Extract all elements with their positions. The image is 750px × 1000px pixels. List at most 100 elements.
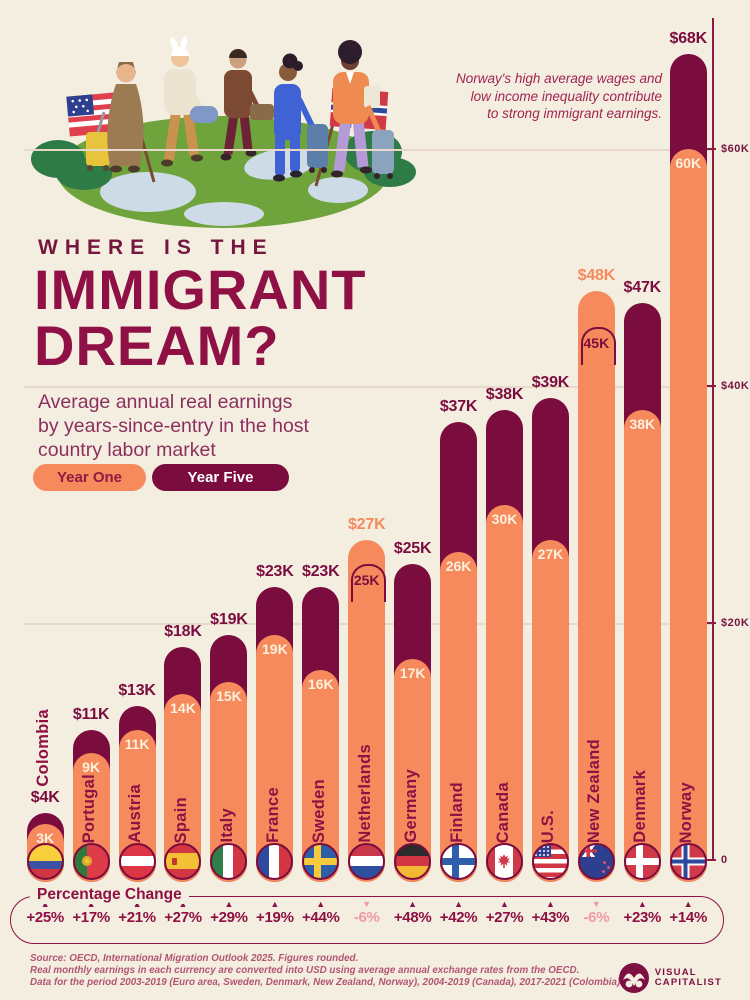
flag-france-icon [256, 843, 294, 880]
bar-top-label: $18K [164, 622, 202, 640]
pct-change-cell: ▲ +44% [298, 899, 344, 927]
person-orange [331, 40, 394, 179]
year-one-value: 38K [629, 415, 656, 432]
year-one-value: 17K [399, 664, 426, 681]
axis-tick-label: 0 [721, 854, 728, 866]
up-triangle-icon: ▲ [545, 899, 555, 909]
bar-top-label: $13K [118, 681, 156, 699]
gridline [24, 386, 712, 388]
bar-top-label: $11K [72, 705, 110, 723]
bar-year-one [531, 540, 569, 882]
flag-nz-icon [577, 843, 615, 880]
pct-change-cell: ▲ +21% [114, 899, 160, 927]
flag-netherlands-icon [348, 843, 386, 880]
up-triangle-icon: ▲ [316, 899, 326, 909]
flag-canada-icon [486, 843, 523, 880]
person-blue [273, 53, 328, 182]
pct-change-cell: ▲ +17% [68, 900, 114, 927]
flag-colombia-icon [26, 843, 64, 880]
pct-change-value: +48% [393, 909, 432, 926]
percentage-change-box [10, 896, 724, 944]
bar-year-one [577, 291, 615, 882]
year-one-value: 60K [675, 155, 702, 171]
up-triangle-icon: ▲ [40, 899, 50, 909]
up-triangle-icon: ▲ [270, 899, 280, 909]
pct-change-cell: ▲ +29% [206, 900, 252, 927]
flag-norway-icon [669, 843, 707, 880]
bar-year-one [669, 149, 707, 882]
year-one-value: 15K [216, 688, 242, 705]
country-label-italy: Italy [217, 808, 236, 843]
year-one-value: 3K [36, 830, 55, 847]
page-title-line2: DREAM? [34, 314, 280, 377]
bar-year-one [623, 409, 661, 882]
visual-capitalist-logo: VISUAL CAPITALIST [618, 962, 722, 994]
flag-finland-icon [440, 843, 478, 880]
country-label-netherlands: Netherlands [355, 744, 374, 843]
pct-change-value: -6% [353, 909, 380, 926]
up-triangle-icon: ▲ [454, 899, 464, 909]
flag-germany-icon [394, 843, 432, 880]
pct-change-value: +27% [485, 909, 524, 926]
year-one-value: 19K [262, 640, 288, 657]
down-triangle-icon: ▼ [362, 899, 372, 909]
flag-italy-icon [210, 843, 248, 880]
country-label-newzealand: New Zealand [585, 738, 604, 843]
pct-change-cell: ▲ +27% [160, 899, 206, 927]
pct-change-value: +42% [439, 909, 478, 926]
flag-us-icon [531, 843, 569, 880]
axis-tick [706, 859, 716, 861]
pct-change-cell: ▲ +14% [665, 900, 711, 927]
year-five-outline [580, 326, 616, 365]
up-triangle-icon: ▲ [637, 899, 647, 909]
bar-top-label: $48K [577, 267, 616, 285]
pct-change-cell: ▼ -6% [344, 899, 390, 927]
year-one-value: 16K [307, 676, 334, 693]
pct-change-value: +27% [164, 909, 202, 926]
pct-change-value: +29% [210, 909, 248, 926]
up-triangle-icon: ▲ [178, 899, 188, 909]
pct-change-value: +23% [623, 909, 662, 926]
bar-year-one [256, 634, 294, 882]
country-label-sweden: Sweden [309, 778, 328, 843]
axis-tick-label: $40K [721, 380, 750, 392]
up-triangle-icon: ▲ [500, 899, 509, 909]
bar-top-label: $23K [302, 563, 340, 581]
gridline [24, 149, 712, 151]
bar-top-label: $38K [485, 385, 524, 403]
page-title-line1: IMMIGRANT [34, 258, 367, 321]
year-one-value: 11K [124, 735, 150, 752]
flag-denmark-icon [623, 843, 661, 880]
person-duffel [161, 36, 218, 167]
country-label-france: France [263, 787, 282, 843]
year-five-value: 45K [583, 334, 610, 351]
pct-change-value: +43% [531, 909, 570, 926]
bar-top-label: $25K [393, 539, 432, 557]
pct-change-value: +25% [26, 909, 64, 926]
bar-top-label: $4K [30, 788, 60, 806]
country-label-austria: Austria [126, 784, 145, 843]
pct-change-value: +44% [301, 909, 340, 926]
bar-top-label: $19K [210, 610, 248, 628]
pct-change-cell: ▲ +42% [436, 899, 482, 927]
pct-change-cell: ▲ +27% [482, 899, 528, 927]
country-label-canada: Canada [493, 781, 512, 843]
axis-tick [706, 148, 716, 150]
source-note: Source: OECD, International Migration Ou… [30, 953, 623, 988]
percentage-change-label: Percentage Change [30, 886, 189, 904]
up-triangle-icon: ▲ [132, 899, 142, 909]
pct-change-value: +17% [72, 909, 110, 926]
norway-annotation: Norway's high average wages and low inco… [456, 71, 662, 121]
axis-tick-label: $20K [721, 617, 750, 629]
country-label-norway: Norway [677, 781, 696, 843]
pct-change-cell: ▲ +23% [619, 899, 665, 927]
pct-change-cell: ▲ +25% [22, 899, 68, 927]
pct-change-value: +14% [669, 909, 708, 926]
flag-spain-icon [164, 843, 202, 880]
bar-top-label: $27K [347, 516, 386, 534]
visual-capitalist-mark-icon [618, 963, 649, 993]
pct-change-cell: ▼ -6% [573, 900, 619, 927]
immigrants-globe-illustration [31, 36, 416, 228]
